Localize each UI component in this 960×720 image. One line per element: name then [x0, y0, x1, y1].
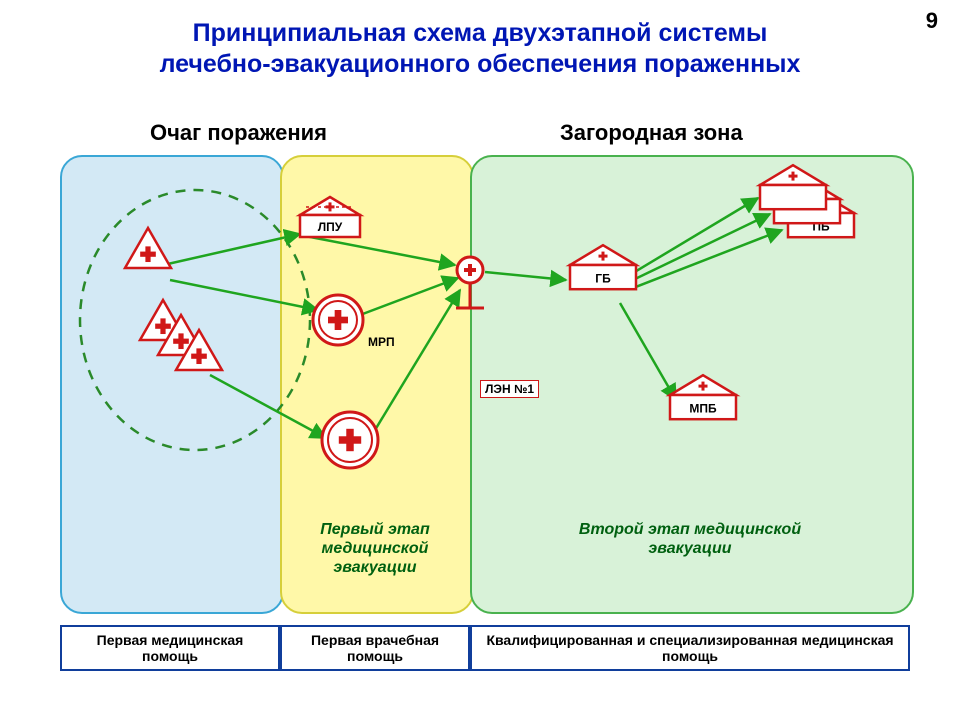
bottom-cell-3: Квалифицированная и специализированная м… — [470, 625, 910, 671]
bottom-cell-2: Первая врачебная помощь — [280, 625, 470, 671]
stage-1-label: Первый этап медицинской эвакуации — [290, 520, 460, 578]
title-line-2: лечебно-эвакуационного обеспечения пораж… — [160, 50, 801, 78]
section-label-right: Загородная зона — [560, 120, 743, 146]
zone-focus-area — [60, 155, 284, 614]
bottom-cell-1: Первая медицинская помощь — [60, 625, 280, 671]
diagram-page: 9 Принципиальная схема двухэтапной систе… — [0, 0, 960, 720]
page-title: Принципиальная схема двухэтапной системы… — [0, 18, 960, 81]
title-line-1: Принципиальная схема двухэтапной системы — [193, 19, 768, 47]
stage-2-label: Второй этап медицинской эвакуации — [565, 520, 815, 558]
label-mrp: МРП — [368, 335, 395, 349]
bottom-legend-row: Первая медицинская помощь Первая врачебн… — [60, 625, 910, 671]
label-len: ЛЭН №1 — [480, 380, 539, 398]
section-label-left: Очаг поражения — [150, 120, 327, 146]
